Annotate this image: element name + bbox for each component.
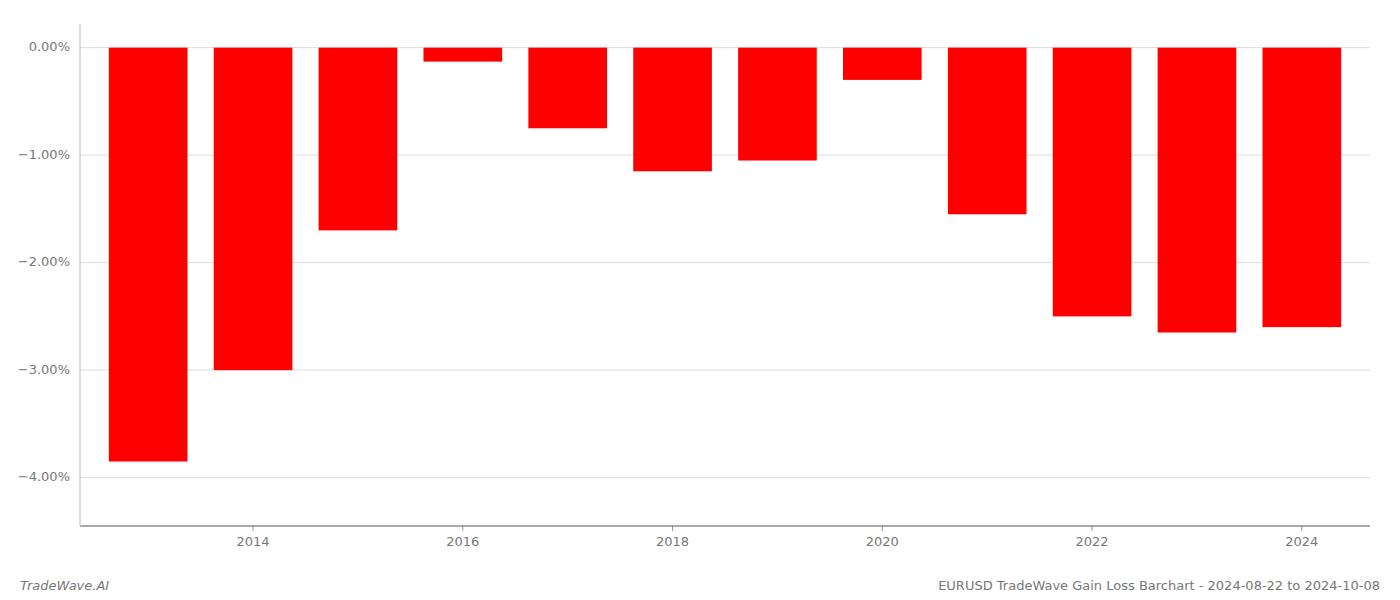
bar (423, 48, 502, 62)
chart: 0.00% −1.00% −2.00% −3.00% −4.00% 2014 2016 201… (0, 0, 1400, 600)
x-tick (672, 526, 673, 531)
y-tick-label: −4.00% (18, 469, 70, 484)
bar (738, 48, 817, 161)
chart-container: 0.00% −1.00% −2.00% −3.00% −4.00% 2014 2016 201… (0, 0, 1400, 600)
y-tick-label: 0.00% (29, 39, 70, 54)
bar (214, 48, 293, 370)
bar (528, 48, 607, 129)
bar (1158, 48, 1237, 333)
x-tick (1301, 526, 1302, 531)
footer-right: EURUSD TradeWave Gain Loss Barchart - 20… (938, 578, 1380, 593)
grid (80, 48, 1370, 478)
y-tick-label: −3.00% (18, 362, 70, 377)
y-tick-label: −2.00% (18, 254, 70, 269)
bar (1053, 48, 1132, 317)
grid-line (80, 477, 1370, 478)
bar (843, 48, 922, 80)
bars (109, 48, 1341, 462)
x-tick-label: 2014 (237, 534, 270, 549)
tick-labels: 0.00% −1.00% −2.00% −3.00% −4.00% 2014 2016 201… (18, 39, 1319, 549)
x-tick-label: 2018 (656, 534, 689, 549)
bar (633, 48, 712, 172)
bar (109, 48, 188, 462)
x-tick-label: 2022 (1076, 534, 1109, 549)
x-tick-label: 2024 (1285, 534, 1318, 549)
bar (319, 48, 398, 231)
x-axis-line (80, 526, 1370, 527)
x-tick-label: 2020 (866, 534, 899, 549)
x-tick (462, 526, 463, 531)
x-tick-label: 2016 (446, 534, 479, 549)
footer-left: TradeWave.AI (20, 578, 109, 593)
y-tick-label: −1.00% (18, 147, 70, 162)
x-tick (1092, 526, 1093, 531)
y-axis-line (80, 24, 81, 526)
x-tick (253, 526, 254, 531)
x-tick (882, 526, 883, 531)
bar (948, 48, 1027, 215)
bar (1263, 48, 1342, 327)
